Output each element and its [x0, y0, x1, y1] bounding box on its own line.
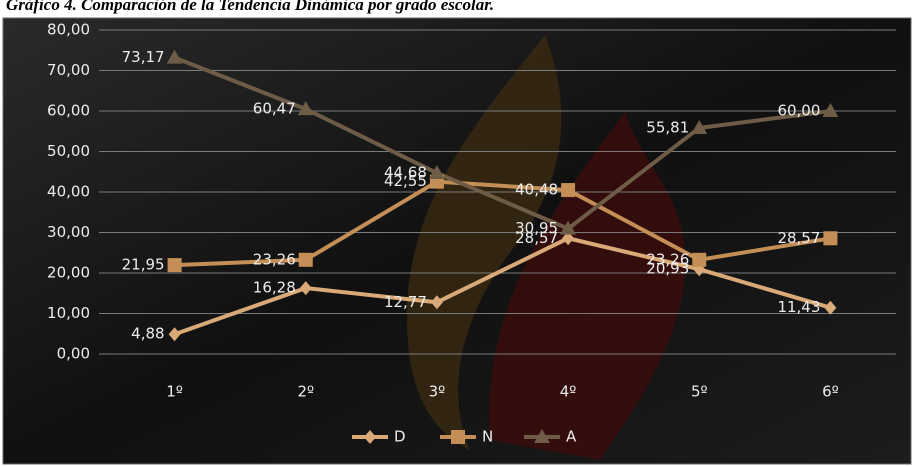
marker: [824, 300, 837, 315]
chart-title: Gráfico 4. Comparación de la Tendencia D…: [6, 0, 494, 14]
y-tick-label: 40,00: [47, 183, 90, 201]
y-tick-label: 30,00: [47, 223, 90, 241]
data-label: 28,57: [515, 229, 558, 247]
marker: [168, 327, 181, 342]
series-line: [173, 55, 831, 231]
data-label: 12,77: [384, 293, 427, 311]
x-tick-label: 1º: [166, 383, 183, 401]
legend-label: A: [566, 428, 577, 446]
legend-marker: [364, 430, 376, 444]
legend-marker: [451, 430, 465, 444]
y-tick-label: 10,00: [47, 304, 90, 322]
data-label: 23,26: [646, 250, 689, 268]
marker: [691, 119, 708, 134]
data-label: 40,48: [515, 181, 558, 199]
data-label: 23,26: [253, 250, 296, 268]
marker: [166, 49, 183, 64]
data-label: 4,88: [131, 325, 164, 343]
x-tick-label: 4º: [560, 383, 577, 401]
data-label: 21,95: [122, 256, 165, 274]
series-line: [174, 179, 831, 268]
legend-label: N: [482, 428, 493, 446]
data-label: 11,43: [777, 298, 820, 316]
marker: [561, 183, 576, 198]
marker: [822, 103, 839, 117]
x-tick-label: 6º: [822, 383, 839, 401]
x-tick-label: 2º: [297, 383, 314, 401]
data-label: 42,55: [384, 172, 427, 190]
legend-label: D: [394, 428, 406, 446]
data-label: 28,57: [777, 229, 820, 247]
x-tick-label: 3º: [429, 383, 446, 401]
marker: [430, 295, 443, 310]
data-label: 60,00: [777, 102, 820, 120]
x-tick-label: 5º: [691, 383, 708, 401]
marker: [298, 252, 313, 267]
marker: [299, 281, 312, 296]
data-label: 16,28: [253, 279, 296, 297]
y-tick-label: 80,00: [47, 21, 90, 39]
data-label: 73,17: [122, 48, 165, 66]
marker: [297, 101, 314, 116]
marker: [692, 252, 707, 267]
marker: [428, 165, 445, 180]
data-label: 44,68: [384, 164, 427, 182]
y-tick-label: 70,00: [47, 61, 90, 79]
data-label: 55,81: [646, 118, 689, 136]
marker: [167, 258, 182, 273]
data-label: 30,95: [515, 219, 558, 237]
logo-flame: [406, 35, 562, 450]
logo-flame: [489, 112, 686, 460]
y-tick-label: 50,00: [47, 142, 90, 160]
marker: [560, 220, 577, 235]
y-tick-label: 0,00: [57, 345, 90, 363]
legend-marker: [534, 429, 550, 443]
marker: [823, 231, 838, 246]
data-label: 20,93: [646, 260, 689, 278]
data-label: 60,47: [253, 100, 296, 118]
y-tick-label: 20,00: [47, 264, 90, 282]
series-line: [173, 236, 831, 337]
y-tick-label: 60,00: [47, 102, 90, 120]
marker: [562, 231, 575, 246]
